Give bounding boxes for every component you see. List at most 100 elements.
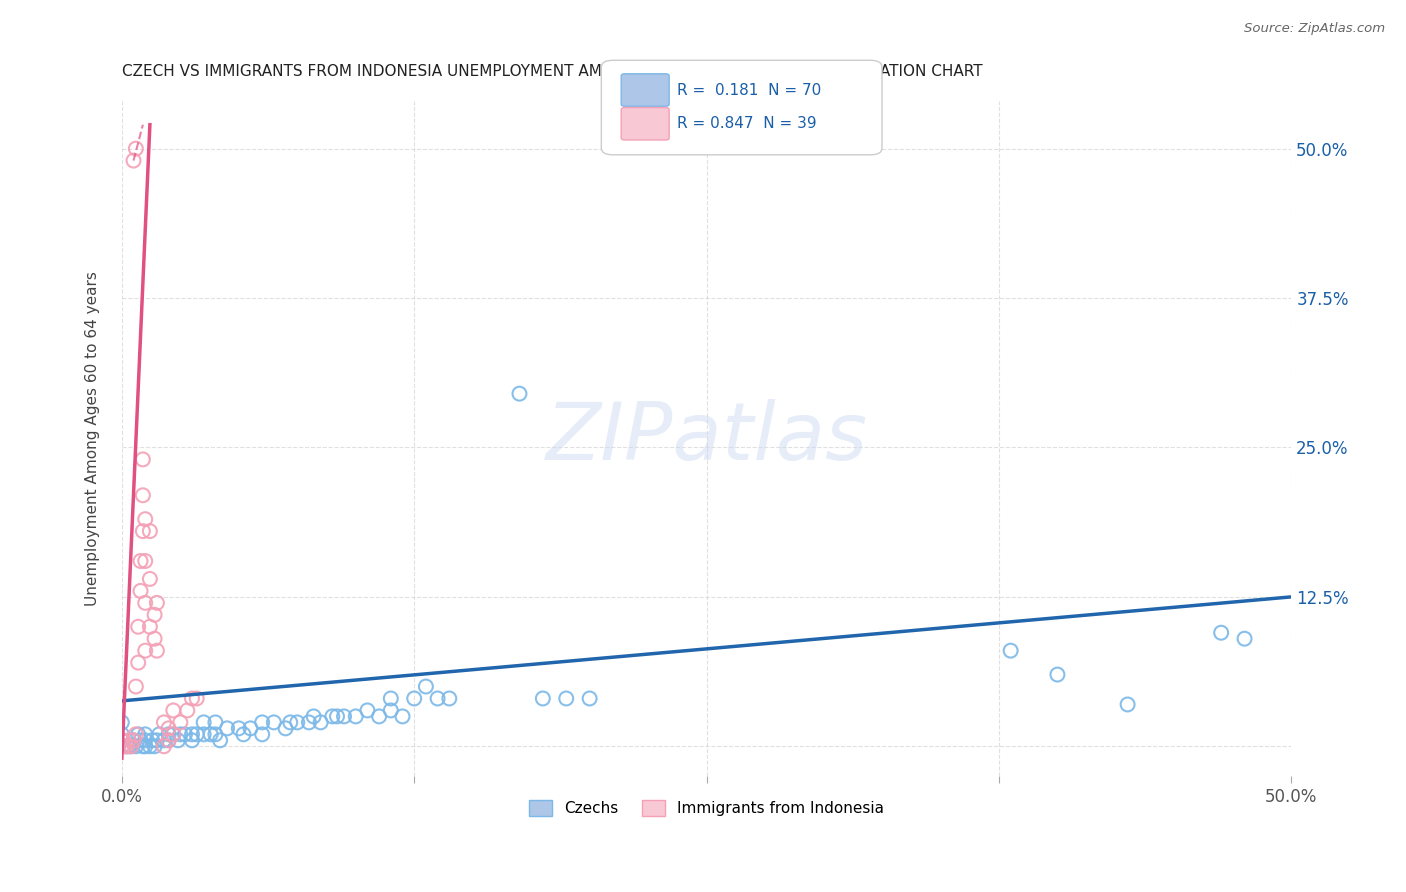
Point	[274, 722, 297, 736]
Point	[146, 643, 169, 657]
FancyBboxPatch shape	[602, 61, 882, 155]
Point	[391, 709, 413, 723]
Point	[115, 739, 138, 754]
Point	[111, 733, 134, 747]
Point	[176, 703, 198, 717]
Point	[118, 739, 141, 754]
Point	[134, 554, 156, 568]
Point	[146, 596, 169, 610]
Point	[181, 691, 204, 706]
Point	[115, 739, 138, 754]
Point	[232, 727, 254, 741]
Point	[1233, 632, 1256, 646]
Text: Source: ZipAtlas.com: Source: ZipAtlas.com	[1244, 22, 1385, 36]
Point	[118, 733, 141, 747]
Point	[139, 739, 162, 754]
Point	[143, 632, 166, 646]
Point	[1116, 698, 1139, 712]
Point	[181, 727, 204, 741]
Point	[404, 691, 426, 706]
Text: CZECH VS IMMIGRANTS FROM INDONESIA UNEMPLOYMENT AMONG AGES 60 TO 64 YEARS CORREL: CZECH VS IMMIGRANTS FROM INDONESIA UNEMP…	[122, 64, 983, 78]
Point	[169, 727, 191, 741]
Point	[134, 727, 156, 741]
Point	[508, 386, 530, 401]
Point	[129, 733, 152, 747]
Point	[157, 733, 180, 747]
Legend: Czechs, Immigrants from Indonesia: Czechs, Immigrants from Indonesia	[523, 795, 890, 822]
Point	[111, 733, 134, 747]
Point	[111, 739, 134, 754]
Point	[439, 691, 461, 706]
Point	[426, 691, 449, 706]
Point	[1000, 643, 1022, 657]
Point	[309, 715, 332, 730]
Point	[326, 709, 349, 723]
Point	[134, 643, 156, 657]
Point	[186, 691, 208, 706]
Point	[141, 733, 163, 747]
Point	[132, 524, 155, 538]
Point	[356, 703, 378, 717]
Point	[250, 715, 273, 730]
Point	[302, 709, 325, 723]
Point	[153, 733, 176, 747]
Point	[1046, 667, 1069, 681]
Point	[186, 727, 208, 741]
Point	[157, 733, 180, 747]
Point	[333, 709, 356, 723]
FancyBboxPatch shape	[621, 108, 669, 140]
Point	[122, 733, 145, 747]
Point	[162, 727, 184, 741]
Point	[174, 727, 197, 741]
Point	[134, 512, 156, 526]
Point	[162, 727, 184, 741]
Point	[415, 680, 437, 694]
Point	[278, 715, 301, 730]
Point	[204, 727, 226, 741]
Point	[120, 739, 142, 754]
Point	[125, 739, 148, 754]
Y-axis label: Unemployment Among Ages 60 to 64 years: Unemployment Among Ages 60 to 64 years	[86, 271, 100, 606]
Point	[139, 572, 162, 586]
Point	[344, 709, 367, 723]
Point	[122, 153, 145, 168]
Point	[285, 715, 308, 730]
Point	[132, 488, 155, 502]
Point	[125, 142, 148, 156]
Point	[125, 680, 148, 694]
Point	[132, 739, 155, 754]
Point	[127, 727, 149, 741]
Point	[134, 739, 156, 754]
Point	[157, 722, 180, 736]
Point	[122, 733, 145, 747]
Point	[181, 733, 204, 747]
Point	[217, 722, 239, 736]
Point	[139, 620, 162, 634]
Point	[153, 715, 176, 730]
Point	[132, 452, 155, 467]
Point	[169, 715, 191, 730]
Point	[555, 691, 578, 706]
Point	[380, 691, 402, 706]
Point	[578, 691, 600, 706]
Point	[134, 596, 156, 610]
Point	[204, 715, 226, 730]
Point	[127, 656, 149, 670]
Point	[120, 739, 142, 754]
Text: ZIPatlas: ZIPatlas	[546, 400, 868, 477]
Point	[111, 715, 134, 730]
Point	[263, 715, 285, 730]
Point	[380, 703, 402, 717]
Point	[127, 620, 149, 634]
Point	[1211, 625, 1233, 640]
Point	[298, 715, 321, 730]
Point	[129, 583, 152, 598]
Point	[531, 691, 554, 706]
Text: R =  0.181  N = 70: R = 0.181 N = 70	[678, 82, 821, 97]
Point	[143, 739, 166, 754]
Point	[111, 727, 134, 741]
Point	[250, 727, 273, 741]
Point	[321, 709, 343, 723]
Point	[200, 727, 222, 741]
Point	[139, 524, 162, 538]
